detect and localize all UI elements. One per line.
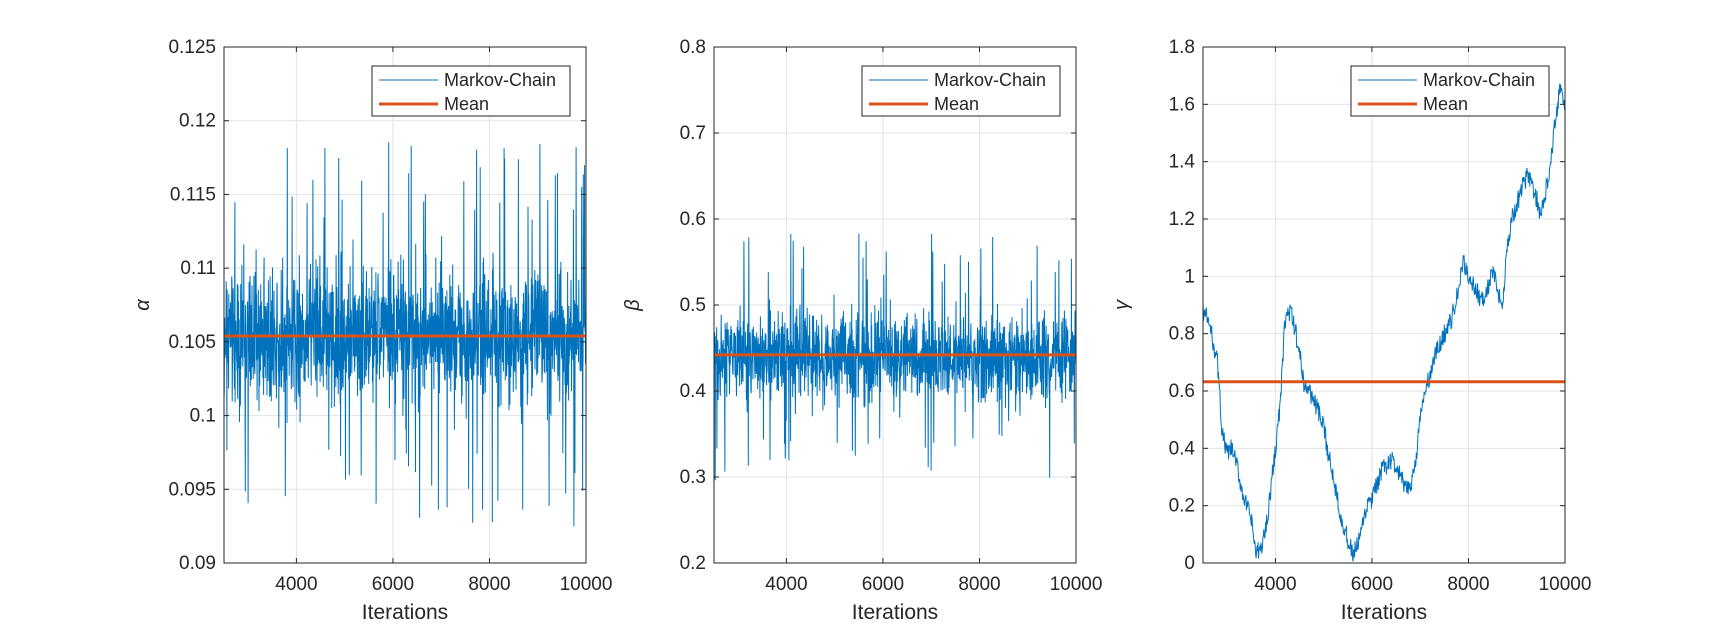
y-tick-label: 0.5 <box>680 295 706 316</box>
y-tick-label: 1.4 <box>1169 152 1196 173</box>
y-tick-label: 0.4 <box>1169 438 1196 459</box>
legend-label: Markov-Chain <box>444 70 556 90</box>
y-tick-label: 0.105 <box>168 332 216 353</box>
chart-panel-1: 4000 6000 8000 10000 0.09 0.095 0.1 0.105 0.11 0.… <box>132 37 612 624</box>
y-tick-label: 0.1 <box>190 406 216 427</box>
legend-box <box>861 65 1061 117</box>
markov-chain-line <box>224 142 586 527</box>
chart-panel-2: 4000 6000 8000 10000 0.2 0.3 0.4 0.5 0.6 0.7 0.8 It… <box>622 37 1102 624</box>
legend-label: Markov-Chain <box>1423 70 1535 90</box>
y-axis-label: γ <box>1111 299 1133 310</box>
y-tick-label: 1.2 <box>1169 209 1195 230</box>
y-tick-label: 0.4 <box>680 381 707 402</box>
y-tick-label: 0.8 <box>680 37 706 58</box>
y-tick-label: 1.6 <box>1169 94 1195 115</box>
axes-box <box>223 46 587 564</box>
y-tick-label: 0 <box>1184 553 1195 574</box>
y-tick-label: 0.3 <box>680 467 706 488</box>
x-tick-label: 8000 <box>1447 574 1489 595</box>
y-axis-label: α <box>132 299 154 311</box>
markov-chain-line <box>714 233 1076 481</box>
y-tick-label: 0.11 <box>180 258 216 279</box>
x-tick-label: 6000 <box>372 574 414 595</box>
x-tick-label: 4000 <box>275 574 317 595</box>
y-tick-label: 0.6 <box>680 209 706 230</box>
x-axis-label: Iterations <box>362 601 448 624</box>
y-tick-label: 0.2 <box>680 553 706 574</box>
x-tick-label: 10000 <box>1050 574 1103 595</box>
y-tick-label: 0.095 <box>168 479 216 500</box>
legend: Markov-Chain Mean <box>371 65 571 117</box>
legend-box <box>1350 65 1550 117</box>
legend-label: Mean <box>1423 94 1468 114</box>
y-tick-label: 0.125 <box>168 37 216 58</box>
x-tick-label: 6000 <box>862 574 904 595</box>
x-tick-label: 10000 <box>560 574 613 595</box>
y-tick-label: 0.2 <box>1169 496 1195 517</box>
axes-background <box>1203 47 1565 563</box>
x-tick-label: 8000 <box>958 574 1000 595</box>
x-tick-label: 4000 <box>1254 574 1296 595</box>
y-tick-label: 0.8 <box>1169 324 1195 345</box>
y-tick-label: 0.7 <box>680 123 706 144</box>
panels: 4000 6000 8000 10000 0.09 0.095 0.1 0.105 0.11 0.… <box>132 37 1591 624</box>
x-axis-label: Iterations <box>1341 601 1427 624</box>
x-tick-label: 10000 <box>1539 574 1592 595</box>
y-tick-label: 1 <box>1184 266 1195 287</box>
axes-box <box>1202 46 1566 564</box>
x-tick-label: 4000 <box>765 574 807 595</box>
x-tick-label: 8000 <box>468 574 510 595</box>
legend-label: Mean <box>444 94 489 114</box>
chart-panel-3: 4000 6000 8000 10000 0 0.2 0.4 0.6 0.8 1 1.2 1.4 1.6… <box>1111 37 1591 624</box>
x-tick-label: 6000 <box>1351 574 1393 595</box>
y-axis-label: β <box>622 299 644 311</box>
legend: Markov-Chain Mean <box>1350 65 1550 117</box>
x-axis-label: Iterations <box>852 601 938 624</box>
y-tick-label: 0.6 <box>1169 381 1195 402</box>
y-tick-label: 1.8 <box>1169 37 1195 58</box>
legend-label: Markov-Chain <box>934 70 1046 90</box>
y-tick-label: 0.12 <box>179 111 216 132</box>
legend-label: Mean <box>934 94 979 114</box>
legend-box <box>371 65 571 117</box>
y-tick-label: 0.115 <box>170 184 216 205</box>
legend: Markov-Chain Mean <box>861 65 1061 117</box>
markov-chain-line <box>1203 83 1565 562</box>
y-tick-label: 0.09 <box>179 553 216 574</box>
